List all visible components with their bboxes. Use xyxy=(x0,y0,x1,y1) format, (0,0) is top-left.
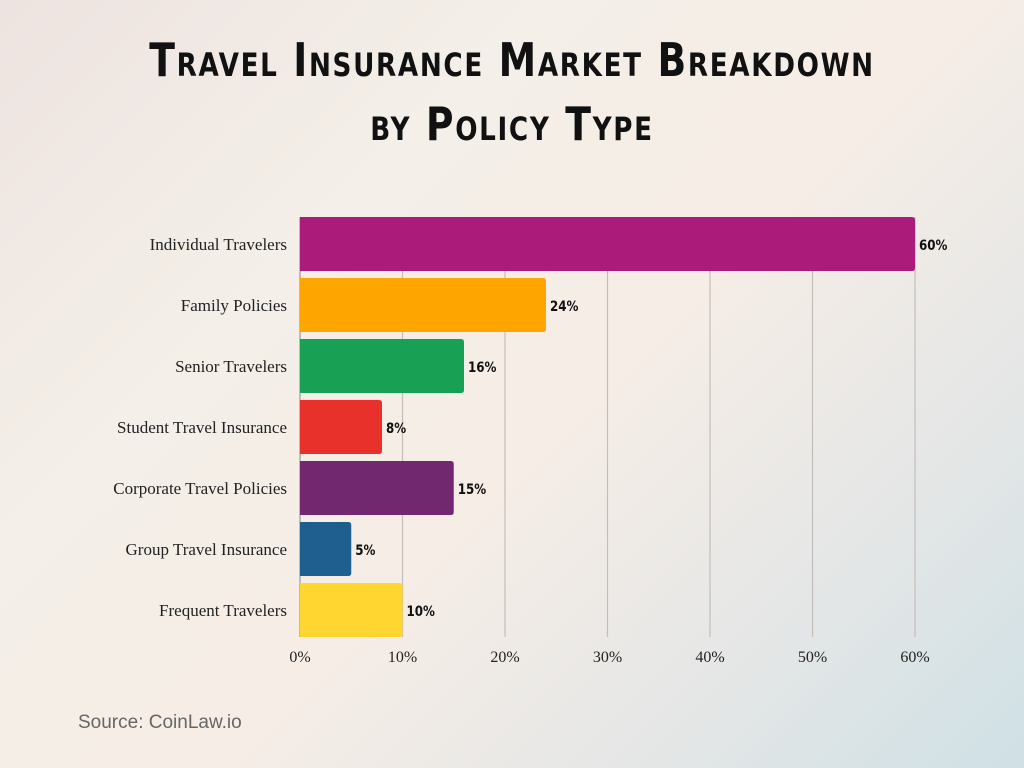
bar xyxy=(300,339,464,393)
source-note: Source: CoinLaw.io xyxy=(78,712,242,733)
category-label: Corporate Travel Policies xyxy=(113,479,287,498)
x-tick-label: 0% xyxy=(289,649,310,666)
data-label: 5% xyxy=(355,543,375,559)
category-label: Senior Travelers xyxy=(175,357,287,376)
chart-title-line-1: Travel Insurance Market Breakdown xyxy=(149,33,875,87)
bar xyxy=(300,522,352,576)
x-tick-label: 60% xyxy=(900,649,929,666)
data-label: 8% xyxy=(386,421,406,437)
data-label: 15% xyxy=(458,482,486,498)
bar xyxy=(300,461,454,515)
category-label: Group Travel Insurance xyxy=(126,540,287,559)
bar xyxy=(300,278,546,332)
category-label: Frequent Travelers xyxy=(159,601,287,620)
x-tick-label: 10% xyxy=(388,649,417,666)
data-label: 10% xyxy=(407,604,435,620)
x-tick-label: 50% xyxy=(798,649,827,666)
x-tick-label: 40% xyxy=(695,649,724,666)
data-label: 16% xyxy=(468,360,496,376)
bar xyxy=(300,583,403,637)
x-tick-label: 20% xyxy=(490,649,519,666)
data-label: 24% xyxy=(550,299,578,315)
category-label: Student Travel Insurance xyxy=(117,418,287,437)
category-label: Individual Travelers xyxy=(150,235,287,254)
chart-title: Travel Insurance Market Breakdown by Pol… xyxy=(92,28,932,156)
bar xyxy=(300,400,382,454)
bar xyxy=(300,217,915,271)
chart-title-line-2: by Policy Type xyxy=(370,97,654,151)
x-tick-label: 30% xyxy=(593,649,622,666)
category-label: Family Policies xyxy=(181,296,287,315)
data-label: 60% xyxy=(919,238,947,254)
